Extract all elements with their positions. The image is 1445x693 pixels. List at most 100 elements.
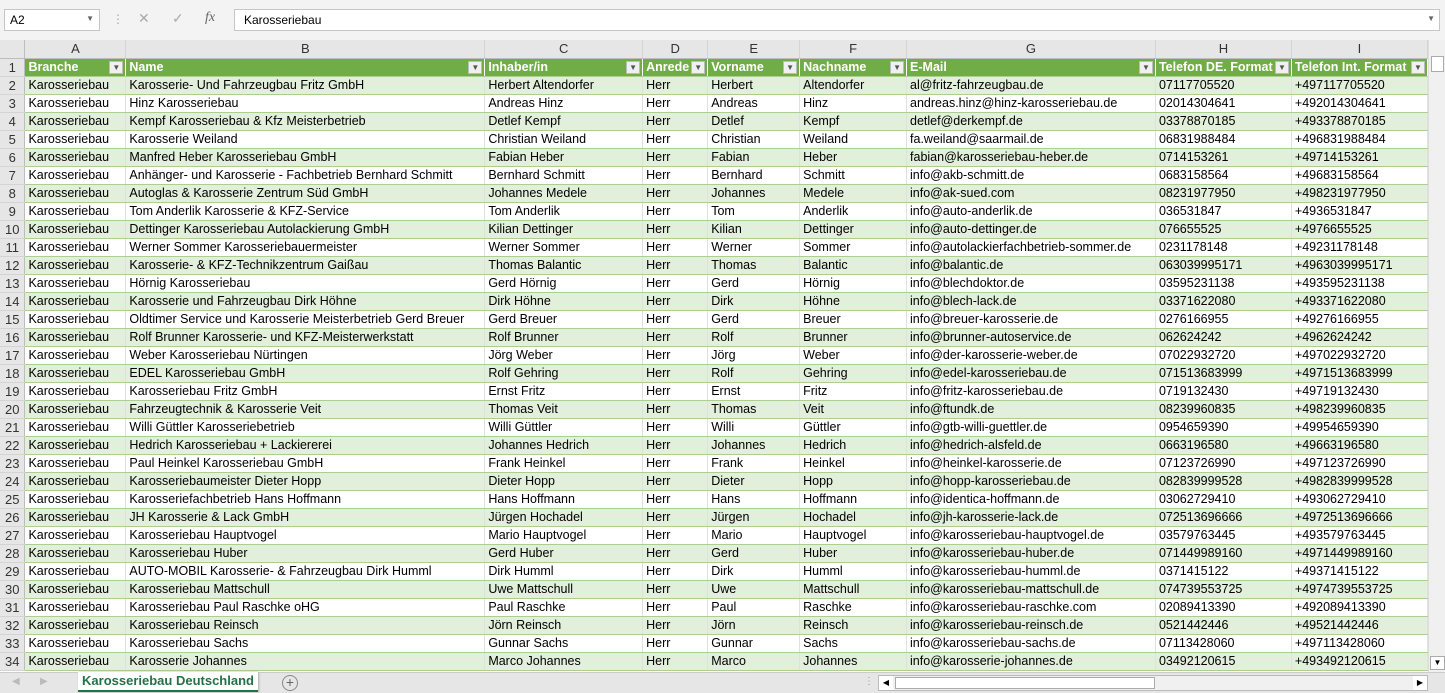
cell[interactable]: Hauptvogel bbox=[799, 526, 908, 545]
cell[interactable]: info@akb-schmitt.de bbox=[906, 166, 1156, 185]
name-box[interactable]: A2 ▼ bbox=[4, 9, 100, 31]
row-header[interactable]: 12 bbox=[0, 256, 26, 275]
cell[interactable]: Johannes Medele bbox=[484, 184, 644, 203]
cell[interactable]: AUTO-MOBIL Karosserie- & Fahrzeugbau Dir… bbox=[125, 562, 486, 581]
cell[interactable]: Herr bbox=[642, 508, 709, 527]
cell[interactable]: 0663196580 bbox=[1155, 436, 1292, 455]
vertical-scrollbar[interactable]: ▼ bbox=[1428, 40, 1445, 672]
cell[interactable]: Frank Heinkel bbox=[484, 454, 644, 473]
cell[interactable]: Gerd bbox=[707, 310, 801, 329]
cell[interactable]: info@auto-anderlik.de bbox=[906, 202, 1156, 221]
column-title[interactable]: Telefon DE. Format ▼ bbox=[1155, 58, 1292, 77]
column-header-c[interactable]: C bbox=[484, 40, 644, 59]
cell[interactable]: Herr bbox=[642, 94, 709, 113]
filter-dropdown-icon[interactable]: ▼ bbox=[468, 60, 483, 74]
cell[interactable]: Hopp bbox=[799, 472, 908, 491]
cell[interactable]: Altendorfer bbox=[799, 76, 908, 95]
cell[interactable]: Gerd bbox=[707, 274, 801, 293]
column-header-f[interactable]: F bbox=[799, 40, 908, 59]
cell[interactable]: Werner bbox=[707, 238, 801, 257]
cell[interactable]: Christian Weiland bbox=[484, 130, 644, 149]
cell[interactable]: Dirk Höhne bbox=[484, 292, 644, 311]
cell[interactable]: Karosserie Weiland bbox=[125, 130, 486, 149]
cell[interactable]: fa.weiland@saarmail.de bbox=[906, 130, 1156, 149]
cell[interactable]: Dettinger bbox=[799, 220, 908, 239]
cell[interactable]: info@fritz-karosseriebau.de bbox=[906, 382, 1156, 401]
row-header[interactable]: 34 bbox=[0, 652, 26, 671]
cell[interactable]: Jörg bbox=[707, 346, 801, 365]
cell[interactable]: Herr bbox=[642, 634, 709, 653]
enter-check-icon[interactable]: ✓ bbox=[172, 10, 184, 26]
horizontal-scrollbar[interactable]: ◀ ▶ bbox=[878, 675, 1428, 691]
cell[interactable]: 02014304641 bbox=[1155, 94, 1292, 113]
row-header[interactable]: 21 bbox=[0, 418, 26, 437]
column-title[interactable]: Vorname ▼ bbox=[707, 58, 801, 77]
column-header-i[interactable]: I bbox=[1291, 40, 1428, 59]
cell[interactable]: info@blechdoktor.de bbox=[906, 274, 1156, 293]
column-header-e[interactable]: E bbox=[707, 40, 801, 59]
cell[interactable]: info@der-karosserie-weber.de bbox=[906, 346, 1156, 365]
cell[interactable]: Karosseriebaumeister Dieter Hopp bbox=[125, 472, 486, 491]
cell[interactable]: +4936531847 bbox=[1291, 202, 1428, 221]
column-header-b[interactable]: B bbox=[125, 40, 486, 59]
cell[interactable]: Karosseriebau bbox=[24, 184, 127, 203]
cell[interactable]: al@fritz-fahrzeugbau.de bbox=[906, 76, 1156, 95]
cell[interactable]: info@gtb-willi-guettler.de bbox=[906, 418, 1156, 437]
cell[interactable]: Karosseriebau Paul Raschke oHG bbox=[125, 598, 486, 617]
cell[interactable]: Jörn bbox=[707, 616, 801, 635]
row-header[interactable]: 8 bbox=[0, 184, 26, 203]
cell[interactable]: Herr bbox=[642, 130, 709, 149]
cell[interactable]: Karosseriebau bbox=[24, 166, 127, 185]
cell[interactable]: Karosseriebau bbox=[24, 490, 127, 509]
cell[interactable]: Karosseriebau Hauptvogel bbox=[125, 526, 486, 545]
cell[interactable]: +497022932720 bbox=[1291, 346, 1428, 365]
cell[interactable]: +493492120615 bbox=[1291, 652, 1428, 671]
row-header[interactable]: 17 bbox=[0, 346, 26, 365]
cell[interactable]: 03579763445 bbox=[1155, 526, 1292, 545]
cell[interactable]: 03378870185 bbox=[1155, 112, 1292, 131]
cell[interactable]: Bernhard bbox=[707, 166, 801, 185]
cell[interactable]: Karosseriebau Reinsch bbox=[125, 616, 486, 635]
cell[interactable]: Karosseriebau bbox=[24, 616, 127, 635]
cell[interactable]: 03371622080 bbox=[1155, 292, 1292, 311]
cell[interactable]: Oldtimer Service und Karosserie Meisterb… bbox=[125, 310, 486, 329]
cell[interactable]: andreas.hinz@hinz-karosseriebau.de bbox=[906, 94, 1156, 113]
cell[interactable]: Sommer bbox=[799, 238, 908, 257]
cell[interactable]: Jürgen bbox=[707, 508, 801, 527]
cell[interactable]: +49371415122 bbox=[1291, 562, 1428, 581]
cell[interactable]: Breuer bbox=[799, 310, 908, 329]
cell[interactable]: +4962624242 bbox=[1291, 328, 1428, 347]
cell[interactable]: 062624242 bbox=[1155, 328, 1292, 347]
row-header[interactable]: 28 bbox=[0, 544, 26, 563]
cell[interactable]: Anhänger- und Karosserie - Fachbetrieb B… bbox=[125, 166, 486, 185]
column-title[interactable]: E-Mail ▼ bbox=[906, 58, 1156, 77]
cell[interactable]: 0954659390 bbox=[1155, 418, 1292, 437]
row-header[interactable]: 27 bbox=[0, 526, 26, 545]
cell[interactable]: +49231178148 bbox=[1291, 238, 1428, 257]
cell[interactable]: Karosseriebau bbox=[24, 220, 127, 239]
cell[interactable]: Herr bbox=[642, 166, 709, 185]
filter-dropdown-icon[interactable]: ▼ bbox=[626, 60, 641, 74]
row-header[interactable]: 14 bbox=[0, 292, 26, 311]
column-header-h[interactable]: H bbox=[1155, 40, 1292, 59]
cell[interactable]: Herr bbox=[642, 220, 709, 239]
cell[interactable]: Karosseriebau bbox=[24, 346, 127, 365]
cell[interactable]: Hörnig bbox=[799, 274, 908, 293]
cell[interactable]: Karosseriebau bbox=[24, 526, 127, 545]
cell[interactable]: Hans bbox=[707, 490, 801, 509]
cell[interactable]: Karosserie- & KFZ-Technikzentrum Gaißau bbox=[125, 256, 486, 275]
cell[interactable]: Fahrzeugtechnik & Karosserie Veit bbox=[125, 400, 486, 419]
cell[interactable]: 0683158564 bbox=[1155, 166, 1292, 185]
cell[interactable]: 02089413390 bbox=[1155, 598, 1292, 617]
cell[interactable]: Herr bbox=[642, 418, 709, 437]
cell[interactable]: +49714153261 bbox=[1291, 148, 1428, 167]
cell[interactable]: info@hopp-karosseriebau.de bbox=[906, 472, 1156, 491]
row-header[interactable]: 5 bbox=[0, 130, 26, 149]
cell[interactable]: Rolf Brunner bbox=[484, 328, 644, 347]
cell[interactable]: Thomas Veit bbox=[484, 400, 644, 419]
cell[interactable]: Karosseriebau Huber bbox=[125, 544, 486, 563]
cell[interactable]: Herr bbox=[642, 364, 709, 383]
cell[interactable]: Ernst bbox=[707, 382, 801, 401]
scroll-thumb[interactable] bbox=[1431, 56, 1444, 72]
cell[interactable]: Herr bbox=[642, 328, 709, 347]
